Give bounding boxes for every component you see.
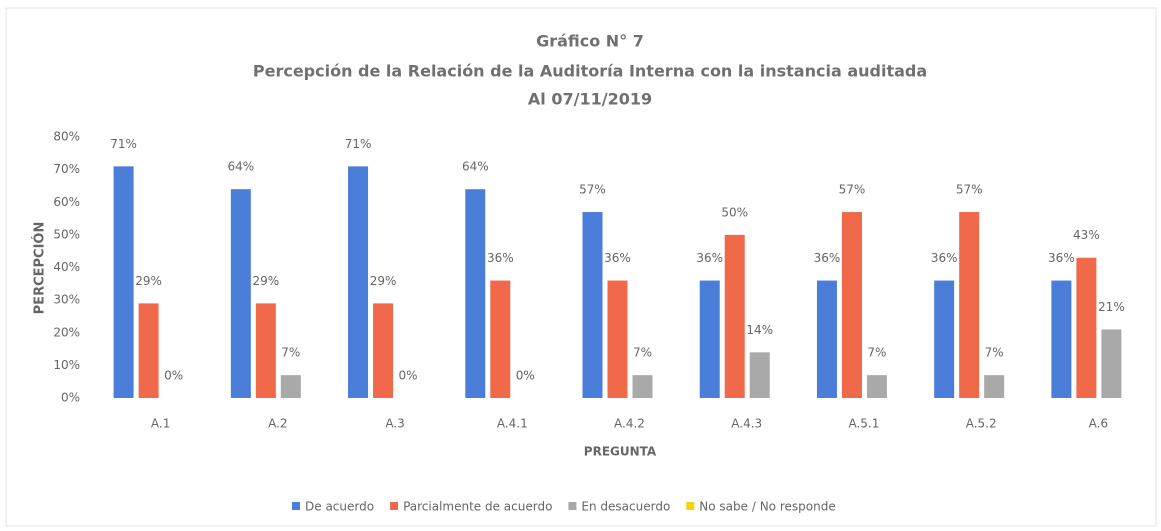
y-tick-label: 0% [61, 391, 80, 405]
bar [1076, 257, 1097, 398]
data-label: 29% [370, 274, 397, 288]
data-label: 0% [164, 369, 183, 383]
data-label: 29% [252, 274, 279, 288]
data-label: 57% [579, 183, 606, 197]
y-tick-label: 50% [53, 227, 80, 241]
legend-label: Parcialmente de acuerdo [403, 500, 552, 514]
x-tick-label: A.4.2 [614, 417, 645, 431]
bar [841, 212, 862, 398]
data-label: 57% [956, 183, 983, 197]
data-label: 29% [135, 274, 162, 288]
x-tick-label: A.5.1 [848, 417, 879, 431]
data-label: 7% [985, 346, 1004, 360]
bar [866, 375, 887, 398]
legend-label: No sabe / No responde [699, 500, 835, 514]
data-label: 7% [867, 346, 886, 360]
data-label: 36% [1048, 251, 1075, 265]
data-label: 36% [487, 251, 514, 265]
data-label: 57% [839, 183, 866, 197]
bar [490, 280, 511, 398]
y-tick-label: 30% [53, 293, 80, 307]
legend-label: En desacuerdo [581, 500, 670, 514]
data-label: 43% [1073, 228, 1100, 242]
y-tick-label: 10% [53, 358, 80, 372]
bar [632, 375, 653, 398]
bar [724, 234, 745, 398]
bar [113, 166, 134, 398]
chart-title: Al 07/11/2019 [528, 90, 652, 109]
bar [699, 280, 720, 398]
legend-swatch [568, 502, 577, 510]
bar [749, 352, 770, 398]
y-tick-label: 80% [53, 130, 80, 144]
data-label: 7% [633, 346, 652, 360]
legend-swatch [390, 502, 399, 510]
chart-title: Gráfico N° 7 [536, 32, 644, 51]
data-label: 50% [721, 205, 748, 219]
bar [934, 280, 955, 398]
bar [582, 212, 603, 398]
bar [373, 303, 394, 398]
legend-swatch [686, 502, 695, 510]
bar [255, 303, 276, 398]
bar [1051, 280, 1072, 398]
data-label: 64% [227, 160, 254, 174]
legend-swatch [292, 502, 300, 510]
y-axis-label: PERCEPCIÓN [32, 222, 48, 315]
data-label: 64% [462, 160, 489, 174]
data-label: 36% [696, 251, 723, 265]
x-tick-label: A.1 [151, 417, 170, 431]
data-label: 36% [814, 251, 841, 265]
data-label: 0% [516, 369, 535, 383]
data-label: 0% [399, 369, 418, 383]
bar [138, 303, 159, 398]
x-tick-label: A.6 [1089, 417, 1108, 431]
bar [984, 375, 1005, 398]
bar [816, 280, 837, 398]
data-label: 36% [931, 251, 958, 265]
bar [230, 189, 251, 398]
y-tick-label: 60% [53, 195, 80, 209]
data-label: 14% [746, 323, 773, 337]
x-tick-label: A.4.3 [731, 417, 762, 431]
x-axis-label: PREGUNTA [584, 445, 657, 459]
data-label: 71% [345, 137, 372, 151]
chart-frame [5, 7, 1157, 527]
data-label: 71% [110, 137, 137, 151]
x-tick-label: A.4.1 [497, 417, 528, 431]
x-tick-label: A.2 [268, 417, 287, 431]
bar [465, 189, 486, 398]
bar [348, 166, 369, 398]
x-tick-label: A.5.2 [966, 417, 997, 431]
y-tick-label: 40% [53, 260, 80, 274]
data-label: 7% [281, 346, 300, 360]
legend-label: De acuerdo [305, 500, 374, 514]
bar [959, 212, 980, 398]
data-label: 21% [1098, 300, 1125, 314]
x-tick-label: A.3 [385, 417, 404, 431]
bar [607, 280, 628, 398]
chart-title: Percepción de la Relación de la Auditorí… [253, 62, 927, 81]
y-tick-label: 70% [53, 162, 80, 176]
bar [280, 375, 301, 398]
data-label: 36% [604, 251, 631, 265]
y-tick-label: 20% [53, 325, 80, 339]
bar [1101, 329, 1122, 398]
